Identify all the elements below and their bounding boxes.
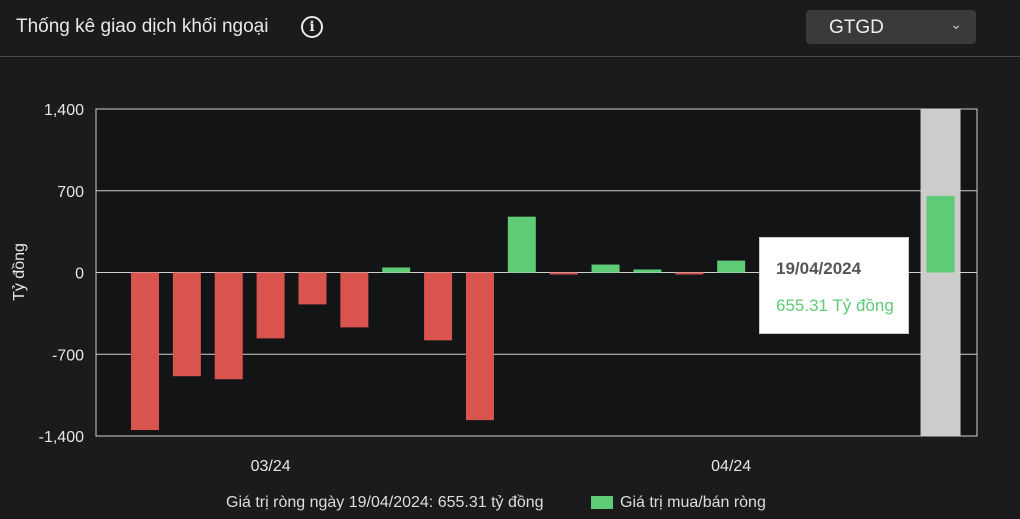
x-tick-label: 04/24: [711, 458, 751, 475]
y-tick-label: 0: [75, 266, 84, 283]
metric-select[interactable]: GTGD ⌄: [806, 10, 976, 44]
bar: [131, 272, 159, 431]
bar: [424, 272, 453, 341]
bar: [382, 267, 411, 273]
bar: [926, 195, 955, 273]
legend-swatch[interactable]: [591, 496, 613, 509]
tooltip-value: 655.31 Tỷ đồng: [776, 296, 894, 315]
y-tick-label: 1,400: [44, 102, 84, 119]
bar: [675, 272, 704, 275]
chart-tooltip: 19/04/2024 655.31 Tỷ đồng: [759, 237, 909, 334]
bar: [591, 264, 620, 273]
y-tick-label: -700: [52, 347, 84, 364]
legend-label[interactable]: Giá trị mua/bán ròng: [620, 494, 766, 511]
chevron-down-icon: ⌄: [950, 16, 962, 32]
bar: [465, 272, 494, 421]
y-tick-label: 700: [57, 184, 84, 201]
bar: [298, 272, 327, 305]
page-title: Thống kê giao dịch khối ngoại: [16, 16, 269, 37]
x-tick-label: 03/24: [251, 458, 291, 475]
bar: [256, 272, 285, 339]
tooltip-date: 19/04/2024: [776, 259, 862, 278]
y-tick-label: -1,400: [39, 429, 84, 446]
bar: [214, 272, 243, 380]
bar: [549, 272, 578, 275]
bar: [717, 260, 746, 273]
bar: [507, 216, 536, 273]
net-value-summary: Giá trị ròng ngày 19/04/2024: 655.31 tỷ …: [226, 494, 544, 511]
metric-select-value: GTGD: [829, 17, 884, 38]
bar: [633, 269, 662, 273]
bar: [340, 272, 369, 328]
info-circle-icon[interactable]: i: [301, 16, 323, 38]
header: Thống kê giao dịch khối ngoại i GTGD ⌄: [0, 0, 1020, 57]
bar: [172, 272, 201, 377]
y-axis-label: Tỷ đồng: [11, 243, 28, 301]
